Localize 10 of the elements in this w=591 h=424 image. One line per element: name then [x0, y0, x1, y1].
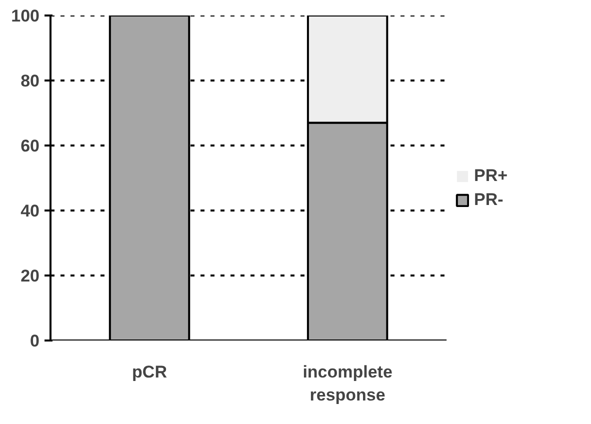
y-tick-label: 0 — [30, 332, 40, 350]
legend-label: PR+ — [474, 166, 508, 186]
legend-label: PR- — [474, 190, 504, 210]
y-tick-label: 80 — [20, 72, 40, 90]
y-tick-label: 60 — [20, 136, 40, 156]
y-tick-label: 100 — [11, 6, 40, 26]
y-tick-label: 40 — [20, 202, 40, 220]
x-tick-label: incomplete response — [302, 362, 392, 404]
x-tick-label: pCR — [132, 362, 168, 382]
y-tick-label: 20 — [20, 266, 40, 286]
